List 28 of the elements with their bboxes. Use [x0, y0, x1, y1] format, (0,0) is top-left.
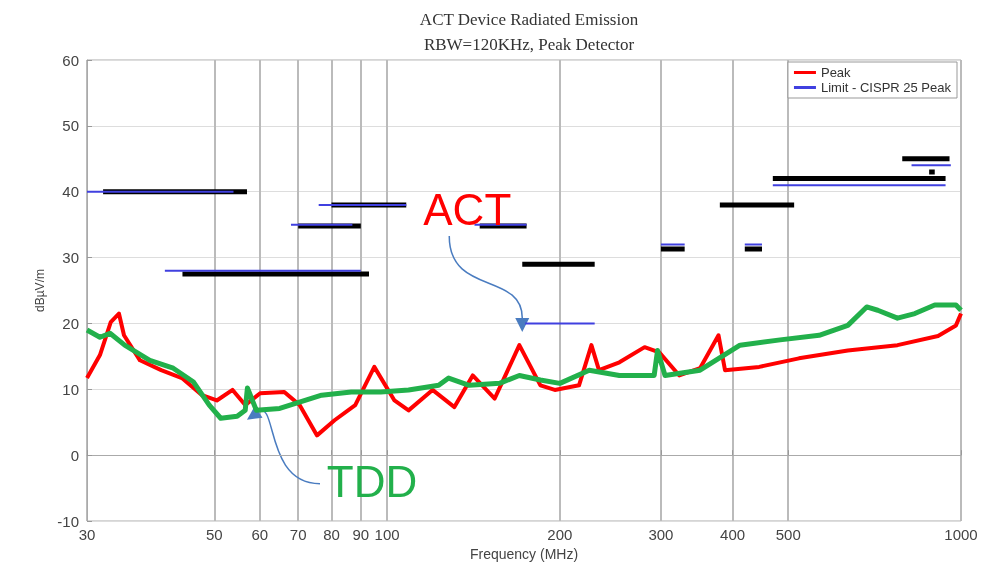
y-tick-label: -10	[57, 512, 79, 530]
x-tick-label: 200	[547, 526, 573, 543]
x-tick-label: 1000	[944, 526, 978, 543]
chart-title: ACT Device Radiated Emission	[419, 10, 639, 29]
y-tick-label: 40	[62, 183, 79, 201]
x-tick-label: 300	[648, 526, 674, 543]
annotation: TDD	[326, 457, 418, 507]
x-tick-label: 400	[720, 526, 746, 543]
legend-label: Peak	[820, 65, 852, 80]
x-tick-label: 30	[78, 526, 96, 543]
x-tick-label: 500	[775, 526, 801, 543]
chart-subtitle: RBW=120KHz, Peak Detector	[423, 35, 635, 54]
x-tick-label: 90	[352, 526, 370, 543]
x-tick-label: 50	[205, 526, 223, 543]
x-tick-label: 100	[374, 526, 400, 543]
x-tick-label: 70	[289, 526, 307, 543]
annotation: ACT	[423, 185, 512, 235]
y-tick-label: 50	[62, 117, 79, 135]
y-tick-label: 30	[62, 249, 79, 267]
x-axis-title: Frequency (MHz)	[469, 545, 579, 562]
x-tick-label: 80	[323, 526, 340, 543]
y-tick-label: 0	[70, 446, 79, 464]
y-tick-label: 60	[62, 51, 79, 69]
legend-label: Limit - CISPR 25 Peak	[820, 80, 952, 95]
y-tick-label: 10	[62, 380, 79, 398]
y-axis-title: dBµV/m	[33, 269, 48, 312]
y-tick-label: 20	[62, 314, 79, 332]
x-tick-label: 60	[251, 526, 269, 543]
